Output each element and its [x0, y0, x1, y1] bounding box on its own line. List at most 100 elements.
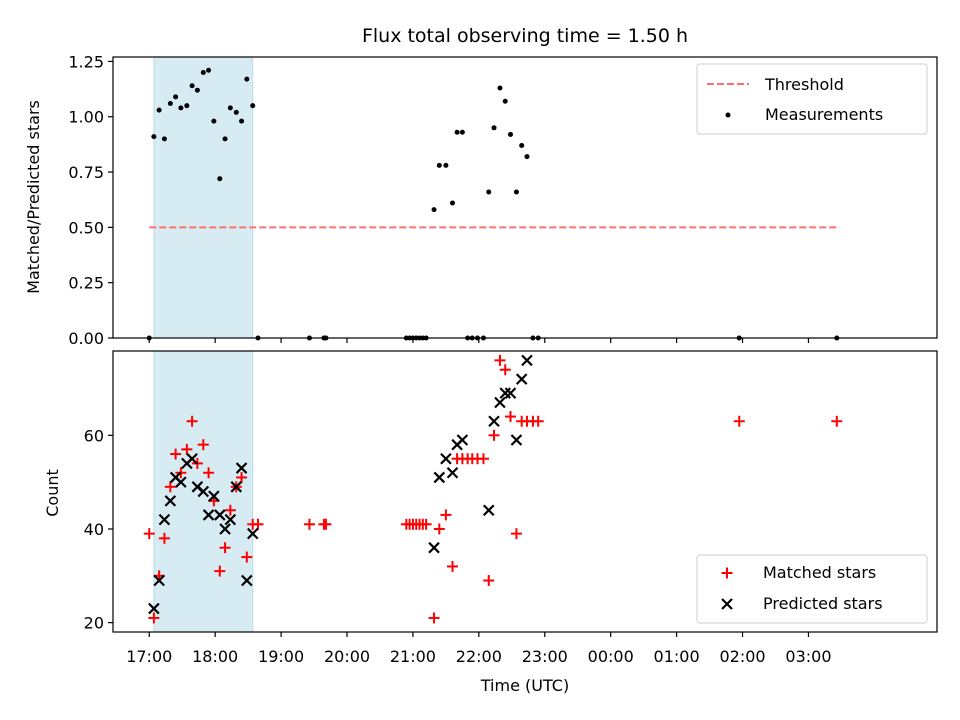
- matched-star-point: [499, 364, 511, 376]
- matched-star-point: [170, 448, 182, 460]
- matched-star-point: [483, 574, 495, 586]
- predicted-stars-points: [148, 354, 533, 615]
- measurement-point: [156, 107, 162, 113]
- measurement-point: [250, 103, 256, 109]
- top-panel: 0.00 0.25 0.50 0.75 1.00 1.25 Matched/Predict…: [24, 52, 938, 348]
- top-shaded-span: [153, 56, 254, 339]
- predicted-star-point: [510, 434, 523, 446]
- measurement-point: [217, 176, 223, 182]
- matched-star-point: [733, 415, 745, 427]
- bottom-y-ticks: 20 40 60: [84, 426, 113, 633]
- predicted-legend-marker: [721, 598, 733, 610]
- matched-star-point: [420, 518, 432, 530]
- bottom-x-tick-label: 23:00: [522, 647, 568, 666]
- measurement-point: [173, 94, 179, 100]
- bottom-plot-frame: [112, 350, 938, 633]
- matched-star-point: [477, 453, 489, 465]
- bottom-y-tick-label: 60: [84, 426, 104, 445]
- measurement-point: [189, 83, 195, 89]
- top-y-tick-label: 1.25: [68, 52, 104, 71]
- matched-legend-marker: [721, 567, 733, 579]
- matched-star-point: [433, 523, 445, 535]
- predicted-star-point: [246, 527, 259, 540]
- predicted-star-point: [148, 602, 160, 615]
- predicted-star-point: [235, 462, 248, 474]
- bottom-x-ticks: 17:00 18:00 19:00 20:00 21:00 22:00 23:00 00:00…: [126, 632, 832, 666]
- bottom-x-tick-label: 02:00: [719, 647, 765, 666]
- top-y-tick-label: 0.50: [68, 218, 104, 237]
- matched-star-point: [303, 518, 315, 530]
- measurement-points: [146, 67, 840, 341]
- measurement-point: [239, 118, 245, 124]
- measurement-point: [519, 143, 525, 149]
- measurement-point: [206, 67, 212, 73]
- bottom-x-tick-label: 01:00: [654, 647, 700, 666]
- predicted-star-point: [197, 485, 210, 498]
- predicted-star-point: [214, 509, 226, 521]
- predicted-star-point: [446, 466, 459, 479]
- top-x-ticks: [148, 338, 810, 343]
- measurement-point: [194, 87, 200, 93]
- measurement-point: [211, 118, 217, 124]
- matched-star-point: [494, 354, 506, 366]
- matched-star-point: [164, 481, 176, 493]
- predicted-star-point: [488, 415, 500, 428]
- measurement-point: [502, 98, 508, 104]
- bottom-x-tick-label: 22:00: [456, 647, 502, 666]
- matched-star-point: [532, 415, 544, 427]
- bottom-x-tick-label: 17:00: [126, 647, 172, 666]
- matched-star-point: [440, 509, 452, 521]
- top-y-tick-label: 0.75: [68, 163, 104, 182]
- measurement-point: [449, 200, 455, 206]
- measurement-point: [524, 154, 530, 160]
- matched-star-point: [186, 415, 198, 427]
- measurement-point: [507, 131, 513, 137]
- bottom-x-tick-label: 00:00: [588, 647, 634, 666]
- bottom-x-tick-label: 19:00: [258, 647, 304, 666]
- top-y-tick-label: 1.00: [68, 108, 104, 127]
- bottom-x-tick-label: 03:00: [785, 647, 831, 666]
- matched-star-point: [831, 415, 843, 427]
- matched-star-point: [219, 542, 231, 554]
- matched-star-point: [158, 532, 170, 544]
- matched-star-point: [488, 429, 500, 441]
- matched-stars-points: [143, 354, 843, 624]
- predicted-star-point: [241, 574, 253, 587]
- measurement-point: [184, 103, 190, 109]
- measurement-point: [491, 125, 497, 131]
- predicted-star-point: [175, 476, 187, 488]
- matched-star-point: [143, 528, 155, 540]
- predicted-star-point: [521, 354, 533, 367]
- measurement-point: [233, 109, 239, 115]
- predicted-star-point: [158, 513, 171, 526]
- predicted-star-point: [456, 434, 469, 446]
- matched-star-point: [446, 560, 458, 572]
- measurements-legend-label: Measurements: [765, 105, 883, 124]
- measurement-point: [227, 105, 233, 111]
- measurements-legend-marker: [725, 112, 731, 118]
- measurement-point: [222, 136, 228, 142]
- measurement-point: [200, 69, 206, 75]
- measurement-point: [513, 189, 519, 195]
- predicted-star-point: [482, 504, 495, 517]
- figure-title: Flux total observing time = 1.50 h: [362, 25, 688, 47]
- measurement-point: [431, 207, 437, 213]
- measurement-point: [178, 105, 184, 111]
- top-y-tick-label: 0.00: [68, 329, 104, 348]
- measurement-point: [161, 136, 167, 142]
- bottom-x-tick-label: 18:00: [192, 647, 238, 666]
- predicted-star-point: [504, 387, 517, 399]
- predicted-star-point: [202, 509, 215, 521]
- matched-star-point: [214, 565, 226, 577]
- matched-star-point: [320, 518, 332, 530]
- predicted-star-point: [433, 471, 446, 484]
- predicted-star-point: [186, 452, 198, 465]
- bottom-legend-box: [696, 554, 928, 624]
- top-legend-box: [696, 63, 928, 135]
- predicted-star-point: [224, 513, 237, 526]
- top-y-axis-label: Matched/Predicted stars: [24, 100, 43, 294]
- top-y-ticks: 0.00 0.25 0.50 0.75 1.00 1.25: [68, 52, 113, 348]
- predicted-star-point: [428, 541, 440, 554]
- top-y-tick-label: 0.25: [68, 274, 104, 293]
